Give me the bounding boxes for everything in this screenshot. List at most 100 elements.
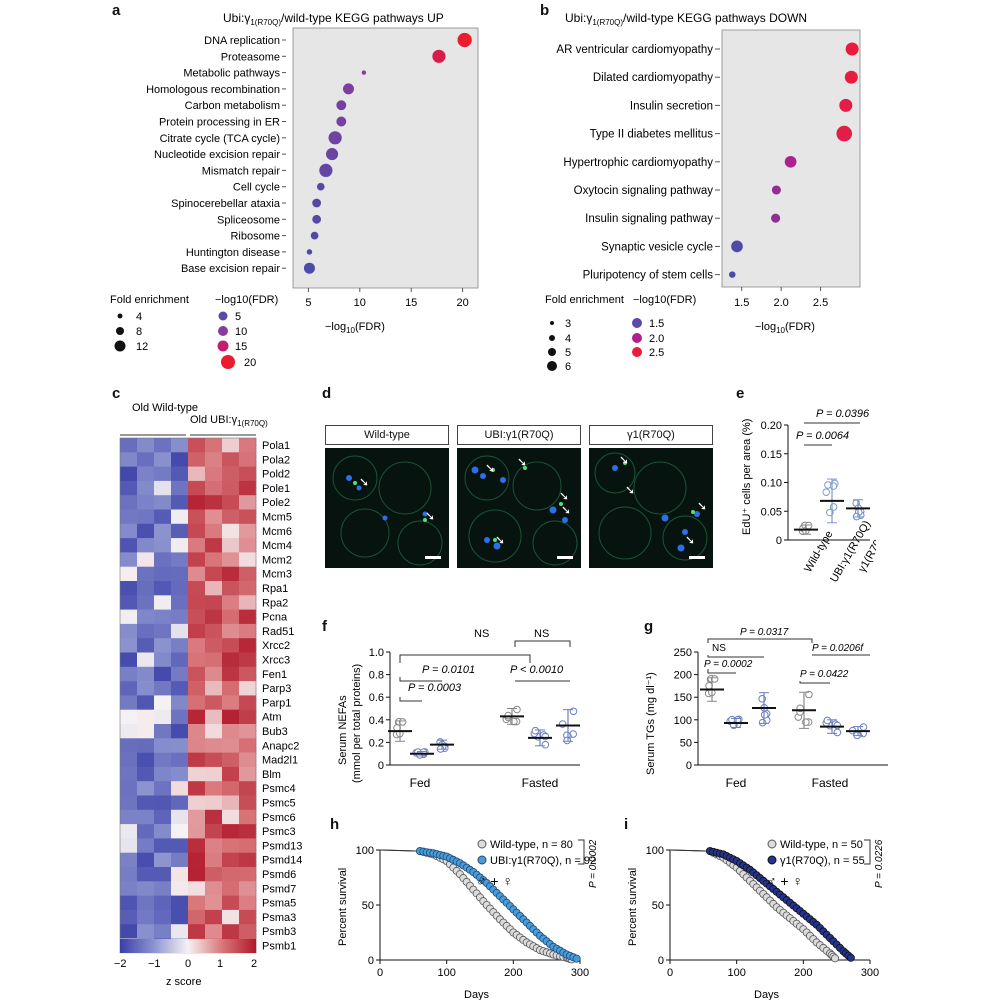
heatmap-cell	[239, 638, 257, 653]
scale-bar	[425, 556, 441, 559]
legend-size-dot-12	[114, 340, 126, 352]
heatmap-cell	[239, 681, 257, 696]
heatmap-cell	[154, 552, 172, 567]
data-point	[729, 271, 736, 278]
x-tick-label: 300	[571, 967, 589, 979]
heatmap-cell	[120, 652, 138, 668]
panel-b-legend-size-3: 3	[565, 318, 571, 330]
p-label: P = 0.0002	[704, 659, 753, 670]
heatmap-cell	[222, 595, 240, 610]
data-point	[398, 718, 407, 726]
gene-label: Parp3	[262, 683, 291, 695]
heatmap-cell	[171, 867, 189, 882]
y-tick-label: 100	[356, 845, 374, 857]
group-label: Fasted	[522, 776, 559, 790]
heatmap-cell	[239, 609, 257, 625]
heatmap-cell	[137, 552, 155, 567]
x-tick-label: 20	[456, 297, 468, 309]
pathway-label: Homologous recombination	[146, 84, 280, 96]
panel-a-legend-size-4: 4	[136, 311, 142, 323]
x-tick-label: 200	[794, 967, 812, 979]
heatmap-cell	[171, 881, 189, 896]
heatmap-cell	[171, 666, 189, 682]
heatmap-cell	[120, 852, 138, 868]
svg-text:➘: ➘	[495, 533, 505, 547]
heatmap-cell	[188, 824, 206, 839]
heatmap-cell	[137, 752, 155, 768]
gene-label: Psmb3	[262, 926, 296, 938]
gene-label: Rpa1	[262, 583, 288, 595]
svg-text:➘: ➘	[619, 453, 629, 467]
heatmap-cell	[222, 895, 240, 911]
panel-i-ylabel: Percent survival	[627, 868, 639, 946]
heatmap-cell	[171, 595, 189, 610]
heatmap-cell	[154, 538, 172, 553]
legend-color-dot-2-0	[632, 333, 642, 343]
heatmap-cell	[137, 781, 155, 796]
gene-label: Mcm6	[262, 526, 292, 538]
heatmap-cell	[154, 709, 172, 725]
data-point	[784, 155, 797, 168]
panel-h-legend2: UBI:γ1(R70Q), n = 92	[490, 855, 596, 867]
heatmap-cell	[120, 480, 138, 496]
heatmap-cell	[137, 495, 155, 510]
heatmap-cell	[137, 695, 155, 710]
heatmap-cell	[188, 566, 206, 582]
heatmap-cell	[171, 738, 189, 753]
heatmap-cell	[205, 681, 223, 696]
p-label: P = 0.0206f	[812, 643, 864, 654]
heatmap-cell	[154, 824, 172, 839]
heatmap-cell	[120, 881, 138, 896]
sex-symbol: ♂ + ♀	[476, 873, 513, 889]
gene-label: Atm	[262, 712, 282, 724]
pathway-label: Dilated cardiomyopathy	[593, 72, 713, 84]
p-label: P < 0.0010	[510, 664, 564, 676]
heatmap-cell	[239, 452, 257, 467]
p-label: NS	[534, 628, 549, 640]
heatmap-cell	[137, 867, 155, 882]
heatmap-cell	[205, 852, 223, 868]
panel-letter-i: i	[624, 816, 629, 833]
heatmap-cell	[205, 666, 223, 682]
data-point	[833, 728, 842, 737]
heatmap-cell	[205, 838, 223, 853]
heatmap-cell	[222, 466, 240, 482]
data-point	[319, 163, 333, 177]
heatmap-cell	[154, 752, 172, 768]
heatmap-cell	[120, 809, 138, 825]
legend-color-dot-15	[217, 340, 229, 352]
gene-label: Psma5	[262, 898, 296, 910]
pathway-label: Cell cycle	[233, 182, 280, 194]
panel-a-chart: Ubi:γ1(R70Q)/wild-type KEGG pathways UP …	[110, 11, 479, 369]
heatmap-cell	[205, 623, 223, 639]
heatmap-cell	[171, 581, 189, 596]
y-tick-label: 0.6	[369, 692, 384, 704]
heatmap-cell	[239, 909, 257, 925]
heatmap-cell	[222, 438, 240, 453]
gene-label: Psmc6	[262, 812, 296, 824]
heatmap-cell	[120, 609, 138, 625]
heatmap-cell	[171, 809, 189, 825]
heatmap-cell	[188, 867, 206, 882]
heatmap-cell	[120, 909, 138, 925]
heatmap-cell	[154, 724, 172, 739]
gene-label: Mcm2	[262, 554, 292, 566]
gene-label: Pcna	[262, 612, 288, 624]
legend-color-dot-10	[218, 326, 228, 336]
heatmap-cell	[120, 581, 138, 596]
data-point	[836, 125, 853, 142]
heatmap-cell	[154, 466, 172, 482]
heatmap-cell	[205, 438, 223, 453]
data-point	[771, 185, 781, 195]
heatmap-cell	[137, 724, 155, 739]
panel-d-micrographs: ➘➘ ➘ ➘➘➘➘ ➘➘➘➘	[325, 448, 713, 568]
heatmap-cell	[205, 509, 223, 525]
heatmap-cell	[137, 909, 155, 925]
pathway-label: Nucleotide excision repair	[154, 149, 280, 161]
heatmap-cell	[120, 538, 138, 553]
panel-a-legend-size-title: Fold enrichment	[110, 294, 189, 306]
panel-b-chart: Ubi:γ1(R70Q)/wild-type KEGG pathways DOW…	[545, 11, 861, 373]
heatmap-cell	[188, 595, 206, 610]
heatmap-cell	[239, 852, 257, 868]
heatmap-cell	[120, 709, 138, 725]
